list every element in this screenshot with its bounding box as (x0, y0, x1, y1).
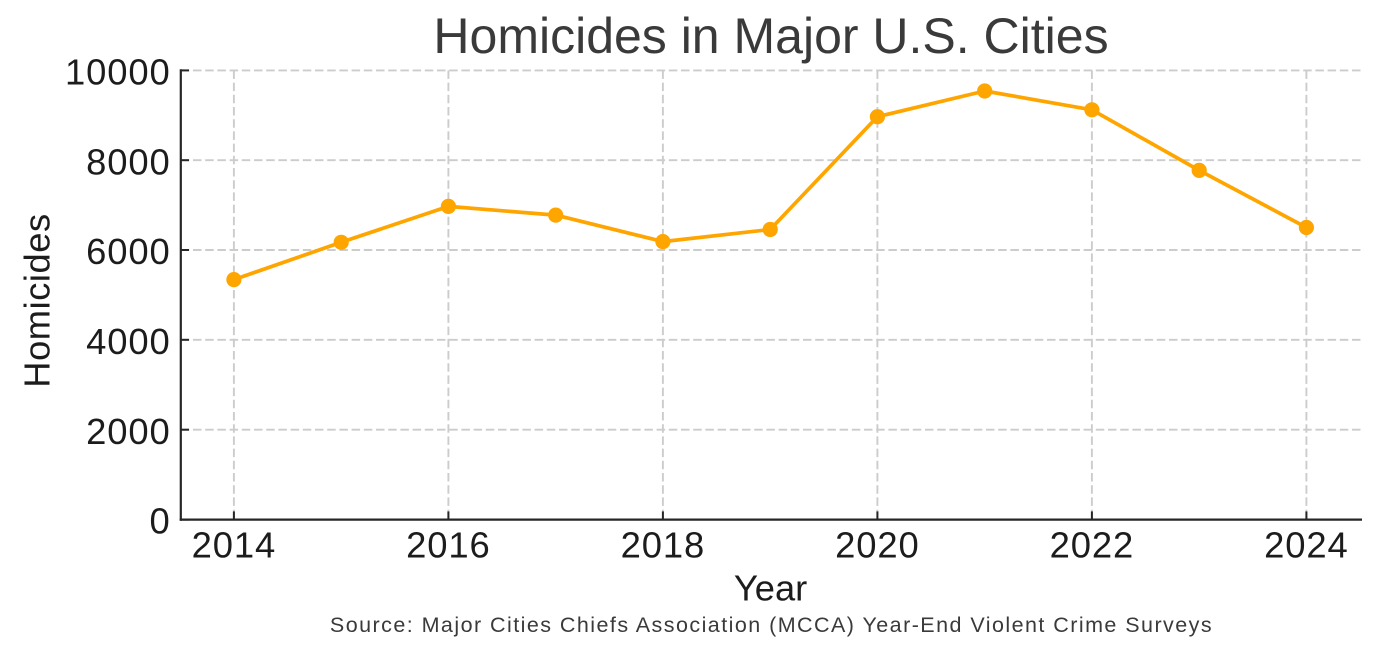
svg-text:Homicides in Major U.S. Cities: Homicides in Major U.S. Cities (433, 8, 1108, 64)
svg-text:2016: 2016 (406, 524, 491, 565)
svg-text:4000: 4000 (86, 321, 171, 362)
svg-text:2024: 2024 (1264, 524, 1349, 565)
svg-text:Source: Major Cities Chiefs As: Source: Major Cities Chiefs Association … (330, 613, 1213, 637)
svg-text:10000: 10000 (65, 52, 171, 93)
svg-text:2018: 2018 (621, 524, 706, 565)
svg-text:0: 0 (150, 501, 171, 542)
svg-text:2014: 2014 (192, 524, 277, 565)
svg-text:Year: Year (734, 567, 807, 608)
svg-text:6000: 6000 (86, 231, 171, 272)
svg-text:8000: 8000 (86, 141, 171, 182)
svg-text:2020: 2020 (835, 524, 920, 565)
svg-text:2000: 2000 (86, 411, 171, 452)
svg-text:Homicides: Homicides (17, 213, 58, 387)
svg-text:2022: 2022 (1050, 524, 1135, 565)
